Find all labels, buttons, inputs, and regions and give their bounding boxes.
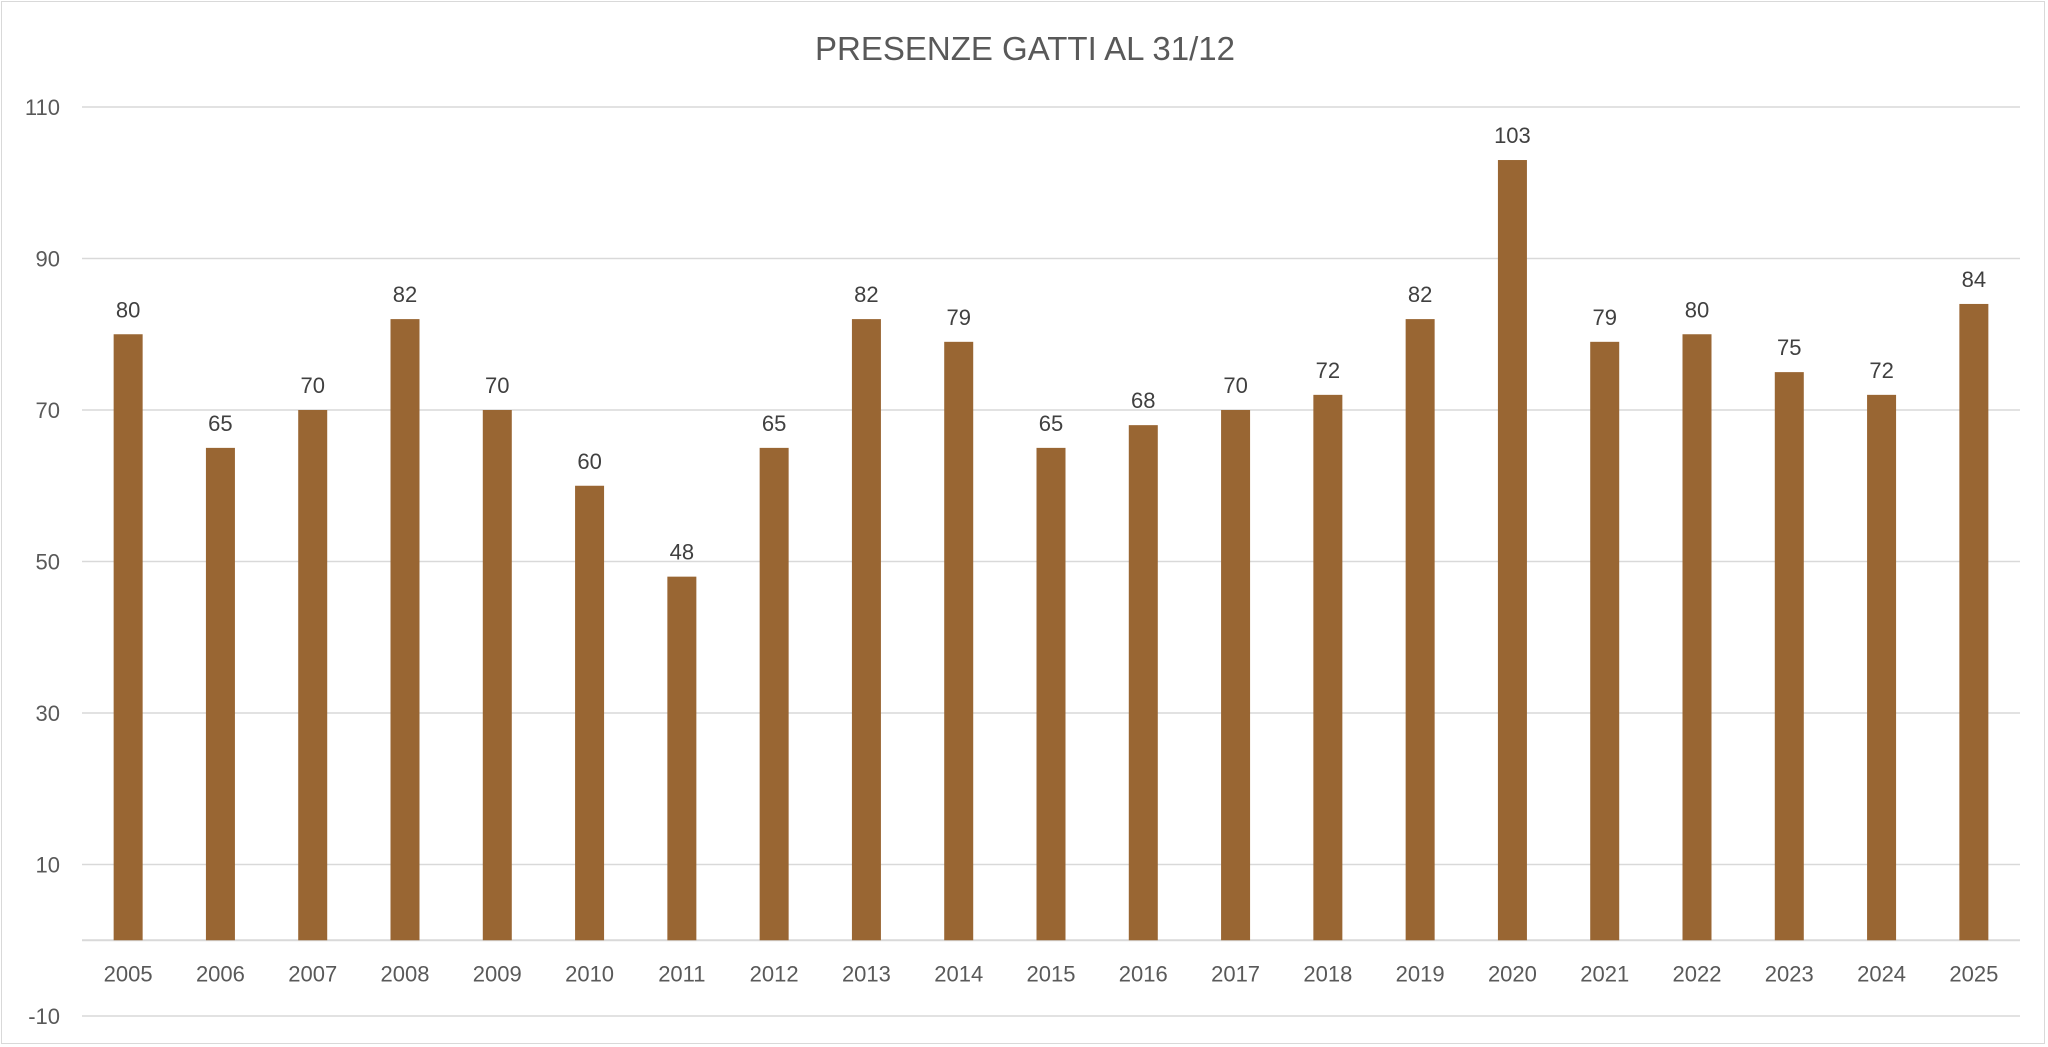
- data-label: 72: [1316, 358, 1340, 383]
- bar: [575, 485, 605, 941]
- data-label: 70: [485, 373, 509, 398]
- x-tick-label: 2022: [1673, 961, 1722, 986]
- data-label: 65: [1039, 411, 1063, 436]
- bar: [1128, 425, 1158, 941]
- y-tick-label: 110: [25, 95, 60, 120]
- bar: [1959, 303, 1989, 941]
- x-tick-label: 2015: [1027, 961, 1076, 986]
- y-tick-label: 90: [36, 247, 60, 272]
- bar: [1497, 160, 1527, 941]
- data-label: 82: [1408, 282, 1432, 307]
- data-label: 75: [1777, 335, 1801, 360]
- bar: [1774, 372, 1804, 941]
- bar: [1405, 319, 1435, 941]
- x-tick-label: 2019: [1396, 961, 1445, 986]
- chart-title: PRESENZE GATTI AL 31/12: [815, 30, 1235, 67]
- x-tick-label: 2021: [1580, 961, 1629, 986]
- bar: [482, 410, 512, 941]
- data-label: 80: [116, 297, 140, 322]
- bar: [851, 319, 881, 941]
- bar: [113, 334, 143, 941]
- bar: [1313, 394, 1343, 941]
- data-label: 60: [577, 449, 601, 474]
- data-label: 48: [670, 540, 694, 565]
- data-label: 72: [1869, 358, 1893, 383]
- y-tick-label: 70: [36, 398, 60, 423]
- x-tick-label: 2011: [658, 961, 705, 986]
- data-label: 68: [1131, 388, 1155, 413]
- x-tick-label: 2013: [842, 961, 891, 986]
- bar: [1036, 447, 1066, 941]
- data-label: 103: [1494, 123, 1531, 148]
- x-tick-label: 2012: [750, 961, 799, 986]
- bar: [205, 447, 235, 941]
- data-label: 80: [1685, 297, 1709, 322]
- data-label: 82: [854, 282, 878, 307]
- bar: [944, 341, 974, 941]
- x-axis-ticks: 2005 2006 2007 2008 2009 2010 2011 2012 2013 2014…: [104, 961, 1999, 986]
- bar: [667, 576, 697, 941]
- x-tick-label: 2025: [1949, 961, 1998, 986]
- data-label: 65: [762, 411, 786, 436]
- data-label: 70: [300, 373, 324, 398]
- x-tick-label: 2009: [473, 961, 522, 986]
- bar: [298, 410, 328, 941]
- y-axis-ticks: -10 10 30 50 70 90 110: [25, 95, 60, 1029]
- x-tick-label: 2016: [1119, 961, 1168, 986]
- bar: [390, 319, 420, 941]
- y-tick-label: 50: [36, 550, 60, 575]
- data-labels: 80 65 70 82 70 60 48 65 82 79 65 68 70 72 82 103 79 80 75 7…: [116, 123, 1986, 565]
- data-label: 79: [1592, 305, 1616, 330]
- x-tick-label: 2017: [1211, 961, 1260, 986]
- data-label: 70: [1223, 373, 1247, 398]
- x-tick-label: 2010: [565, 961, 614, 986]
- x-tick-label: 2020: [1488, 961, 1537, 986]
- x-tick-label: 2008: [381, 961, 430, 986]
- bar: [1682, 334, 1712, 941]
- bar: [759, 447, 789, 941]
- data-label: 82: [393, 282, 417, 307]
- y-tick-label: 10: [36, 853, 60, 878]
- data-label: 79: [946, 305, 970, 330]
- bar: [1221, 410, 1251, 941]
- bar: [1590, 341, 1620, 941]
- x-tick-label: 2014: [934, 961, 983, 986]
- x-tick-label: 2007: [288, 961, 337, 986]
- y-tick-label: -10: [28, 1004, 60, 1029]
- bar: [1867, 394, 1897, 941]
- data-label: 65: [208, 411, 232, 436]
- x-tick-label: 2005: [104, 961, 153, 986]
- x-tick-label: 2018: [1303, 961, 1352, 986]
- y-tick-label: 30: [36, 701, 60, 726]
- x-tick-label: 2023: [1765, 961, 1814, 986]
- data-label: 84: [1962, 267, 1986, 292]
- x-tick-label: 2024: [1857, 961, 1906, 986]
- bars: [113, 160, 1989, 941]
- x-tick-label: 2006: [196, 961, 245, 986]
